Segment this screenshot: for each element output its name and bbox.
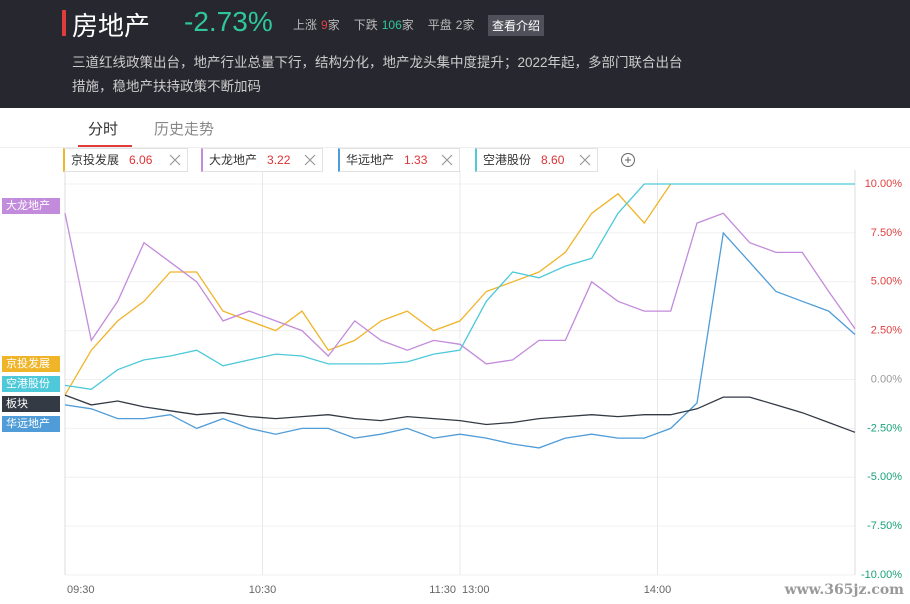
series-tag [2, 416, 60, 432]
series-tag [2, 356, 60, 372]
stat-label: 上涨 [293, 18, 318, 32]
change: -2.73% [184, 6, 273, 37]
y-tick-label: 10.00% [865, 178, 903, 190]
intro-button[interactable]: 查看介绍 [488, 15, 545, 36]
tab-underline [78, 145, 132, 147]
y-tick-label: -5.00% [867, 471, 902, 483]
legend-price: 3.22 [267, 153, 291, 167]
stat-unit: 家 [401, 18, 414, 32]
stat-unit: 家 [462, 18, 475, 32]
legend-chip[interactable]: 华远地产 1.33 [338, 148, 460, 172]
series-tag-label: 大龙地产 [6, 198, 50, 212]
x-tick-label: 11:30 [429, 584, 456, 596]
series-tag [2, 396, 60, 412]
legend-chip[interactable]: 大龙地产 3.22 [201, 148, 323, 172]
y-tick-label: -10.00% [861, 569, 902, 581]
add-button[interactable] [620, 152, 636, 168]
legend-name: 大龙地产 [209, 153, 258, 167]
series-tag-label: 空港股份 [6, 376, 50, 390]
stat-label: 下跌 [353, 18, 378, 32]
stat-unit: 家 [327, 18, 340, 32]
series-line [64, 394, 856, 433]
y-tick-label: -2.50% [867, 422, 902, 434]
legend-price: 1.33 [404, 153, 428, 167]
y-tick-label: 5.00% [871, 276, 902, 288]
x-tick-label: 14:00 [644, 584, 672, 596]
series-tag [2, 376, 60, 392]
series-line [64, 183, 855, 390]
stat-count: 106 [381, 18, 402, 32]
series-line [64, 231, 856, 449]
header: 房地产 -2.73% 上涨 9家 下跌 106家 平盘 2家 查看介绍 三道红线政策出台，… [0, 0, 910, 108]
y-tick-label: 2.50% [871, 325, 902, 337]
x-tick-label: 09:30 [67, 584, 95, 596]
title-bar [62, 10, 66, 36]
x-tick-label: 10:30 [249, 584, 277, 596]
close-icon[interactable] [169, 154, 181, 166]
close-icon[interactable] [579, 154, 591, 166]
watermark: www.365jz.com [784, 582, 904, 598]
y-tick-label: 0.00% [871, 373, 902, 385]
tab[interactable]: 分时 [88, 121, 119, 138]
series-tag-label: 京投发展 [6, 356, 50, 370]
title: 房地产 [72, 11, 151, 41]
legend-price: 6.06 [129, 153, 153, 167]
close-icon[interactable] [441, 154, 453, 166]
close-icon[interactable] [304, 154, 316, 166]
series-tag [2, 198, 60, 214]
series-tag-label: 华远地产 [6, 416, 50, 430]
stat-count: 9 [321, 18, 328, 32]
tab[interactable]: 历史走势 [154, 121, 215, 138]
stats: 上涨 9家 下跌 106家 平盘 2家 [293, 16, 489, 33]
legend-name: 京投发展 [71, 153, 120, 167]
legend-chip[interactable]: 京投发展 6.06 [63, 148, 188, 172]
stat-count: 2 [455, 18, 463, 32]
y-tick-label: -7.50% [867, 520, 902, 532]
legend-chip[interactable]: 空港股份 8.60 [475, 148, 598, 172]
tab-divider [0, 147, 910, 148]
legend-price: 8.60 [541, 153, 565, 167]
series-line [64, 212, 856, 365]
stat-label: 平盘 [427, 18, 452, 32]
series-tag-label: 板块 [6, 396, 28, 410]
x-tick-label: 13:00 [462, 584, 490, 596]
description: 三道红线政策出台，地产行业总量下行，结构分化，地产龙头集中度提升；2022年起，… [72, 55, 683, 94]
legend-name: 空港股份 [483, 153, 532, 167]
y-tick-label: 7.50% [871, 227, 902, 239]
legend-name: 华远地产 [346, 153, 395, 167]
